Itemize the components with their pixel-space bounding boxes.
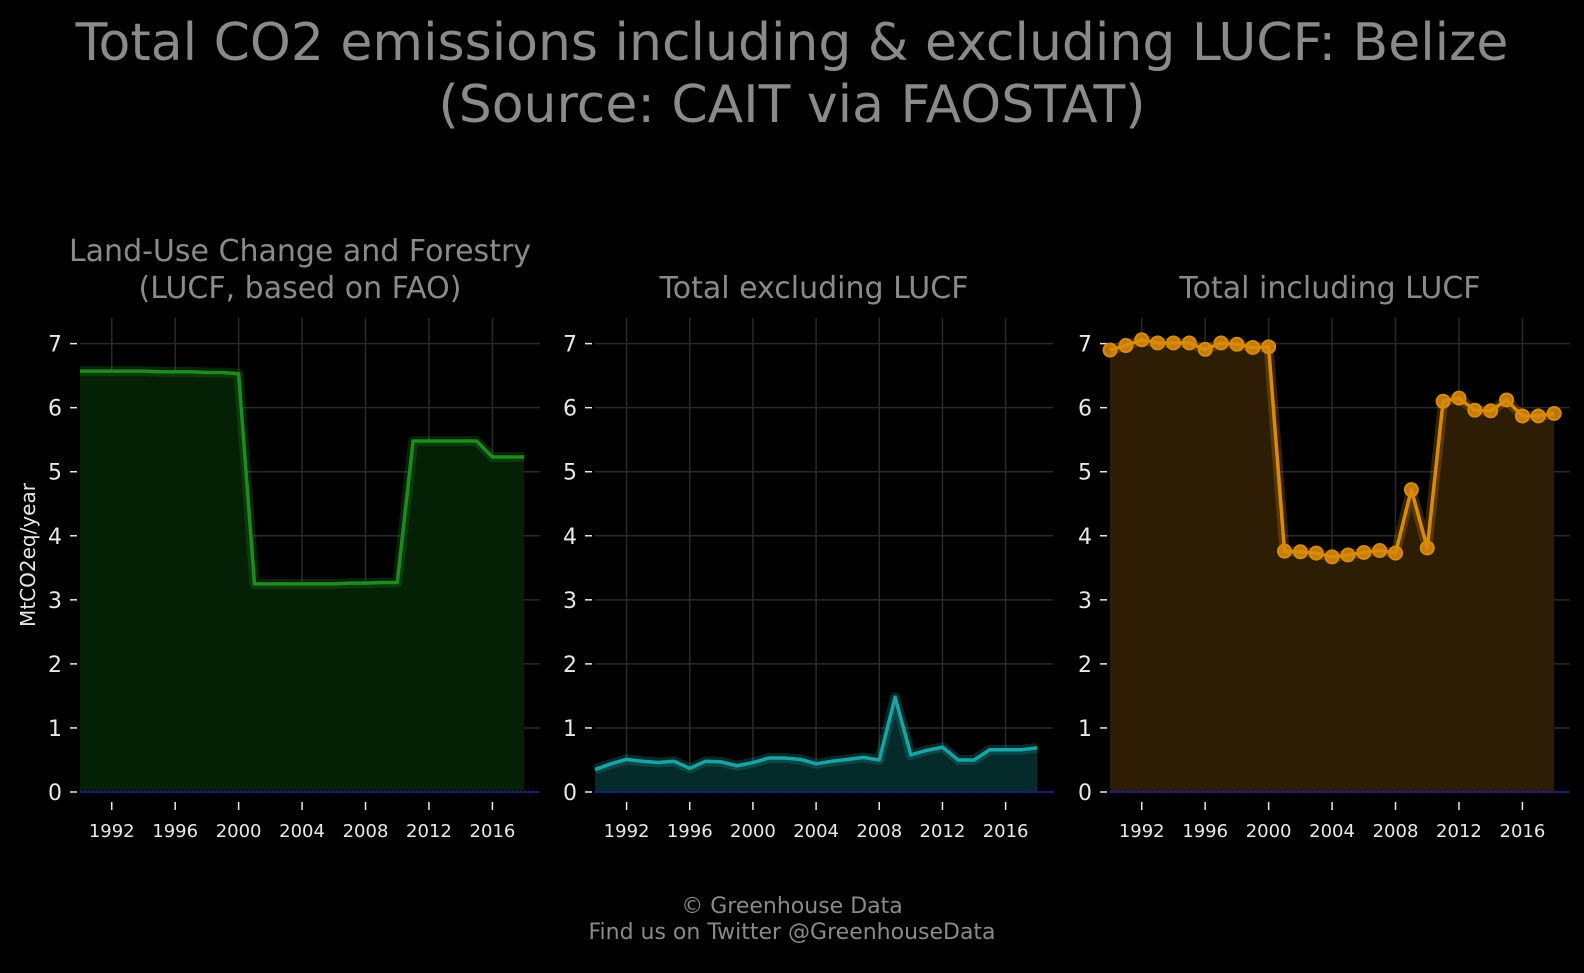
x-tick-label: 2004	[793, 821, 839, 842]
data-point-1992	[1134, 332, 1150, 348]
panel-title-line-1: Total including LUCF	[1178, 271, 1480, 306]
data-point-1994	[1165, 335, 1181, 351]
data-point-2018	[1546, 405, 1562, 421]
y-tick-label: 5	[48, 461, 62, 486]
series-line	[80, 369, 525, 586]
y-tick-label: 4	[1078, 525, 1092, 550]
data-point-2011	[1435, 393, 1451, 409]
y-tick-label: 2	[563, 653, 577, 678]
x-tick-label: 1996	[667, 821, 713, 842]
x-tick-label: 2000	[216, 821, 262, 842]
chart-title-line1: Total CO2 emissions including & excludin…	[75, 13, 1509, 73]
panel-title-line-1: Total excluding LUCF	[659, 271, 969, 306]
y-tick-label: 5	[1078, 461, 1092, 486]
data-point-1996	[1197, 341, 1213, 357]
data-point-2016	[1514, 408, 1530, 424]
data-point-1999	[1245, 339, 1261, 355]
x-tick-label: 1992	[1119, 821, 1165, 842]
data-point-2003	[1308, 545, 1324, 561]
y-tick-label: 7	[1078, 333, 1092, 358]
y-tick-label: 2	[1078, 653, 1092, 678]
panel-1: 0 1 2 3 4 5 6 7 1992 1996 2000 2004 2008 2012 2016 Land…	[16, 234, 540, 842]
y-tick-label: 7	[48, 333, 62, 358]
panel-title-line-1: Land-Use Change and Forestry	[69, 234, 531, 269]
x-tick-label: 1996	[152, 821, 198, 842]
y-tick-label: 0	[48, 781, 62, 806]
x-tick-label: 1996	[1182, 821, 1228, 842]
x-tick-label: 2008	[856, 821, 902, 842]
y-tick-label: 0	[1078, 781, 1092, 806]
data-point-2012	[1451, 390, 1467, 406]
y-tick-label: 1	[1078, 717, 1092, 742]
data-point-1995	[1181, 335, 1197, 351]
data-point-2015	[1499, 392, 1515, 408]
y-axis-label: MtCO2eq/year	[16, 482, 40, 627]
data-point-2014	[1483, 403, 1499, 419]
x-tick-label: 2008	[343, 821, 389, 842]
data-point-2005	[1340, 547, 1356, 563]
y-tick-label: 3	[563, 589, 577, 614]
data-point-2004	[1324, 549, 1340, 565]
y-tick-label: 0	[563, 781, 577, 806]
x-tick-label: 1992	[89, 821, 135, 842]
y-tick-label: 4	[48, 525, 62, 550]
data-point-1990	[1102, 342, 1118, 358]
x-tick-label: 2004	[279, 821, 325, 842]
x-tick-label: 2012	[920, 821, 966, 842]
x-tick-label: 2000	[730, 821, 776, 842]
series-line	[594, 695, 1038, 772]
footer-twitter: Find us on Twitter @GreenhouseData	[588, 920, 995, 945]
footer-copyright: © Greenhouse Data	[681, 894, 902, 919]
y-tick-label: 4	[563, 525, 577, 550]
y-tick-label: 6	[48, 397, 62, 422]
y-tick-label: 1	[48, 717, 62, 742]
data-point-2002	[1292, 544, 1308, 560]
data-point-2006	[1356, 544, 1372, 560]
data-point-2013	[1467, 402, 1483, 418]
x-tick-label: 2012	[406, 821, 452, 842]
data-point-1998	[1229, 336, 1245, 352]
series-area	[1110, 339, 1555, 792]
x-tick-label: 2004	[1309, 821, 1355, 842]
x-tick-label: 2016	[983, 821, 1029, 842]
x-tick-label: 2016	[1500, 821, 1546, 842]
data-point-2017	[1530, 408, 1546, 424]
x-tick-label: 2016	[470, 821, 516, 842]
y-tick-label: 6	[1078, 397, 1092, 422]
y-tick-label: 3	[1078, 589, 1092, 614]
data-point-2008	[1388, 545, 1404, 561]
y-tick-label: 7	[563, 333, 577, 358]
data-point-1993	[1150, 335, 1166, 351]
data-point-2009	[1403, 482, 1419, 498]
y-tick-label: 1	[563, 717, 577, 742]
y-tick-label: 5	[563, 461, 577, 486]
data-point-2001	[1276, 543, 1292, 559]
data-point-2007	[1372, 543, 1388, 559]
y-tick-label: 3	[48, 589, 62, 614]
data-point-2010	[1419, 540, 1435, 556]
data-point-1997	[1213, 335, 1229, 351]
panel-2: 0 1 2 3 4 5 6 7 1992 1996 2000 2004 2008 2012 2016 Tota…	[563, 271, 1053, 842]
series-area	[595, 697, 1038, 792]
x-tick-label: 2012	[1436, 821, 1482, 842]
x-tick-label: 2000	[1246, 821, 1292, 842]
series-area	[80, 371, 525, 792]
panel-3: 0 1 2 3 4 5 6 7 1992 1996 2000 2004 2008 2012 2016 Tota…	[1078, 271, 1570, 842]
x-tick-label: 1992	[604, 821, 650, 842]
panel-title-line-2: (LUCF, based on FAO)	[139, 271, 462, 306]
data-point-2000	[1261, 339, 1277, 355]
data-point-1991	[1118, 338, 1134, 354]
y-tick-label: 6	[563, 397, 577, 422]
chart-title-line2: (Source: CAIT via FAOSTAT)	[438, 75, 1145, 135]
x-tick-label: 2008	[1373, 821, 1419, 842]
y-tick-label: 2	[48, 653, 62, 678]
